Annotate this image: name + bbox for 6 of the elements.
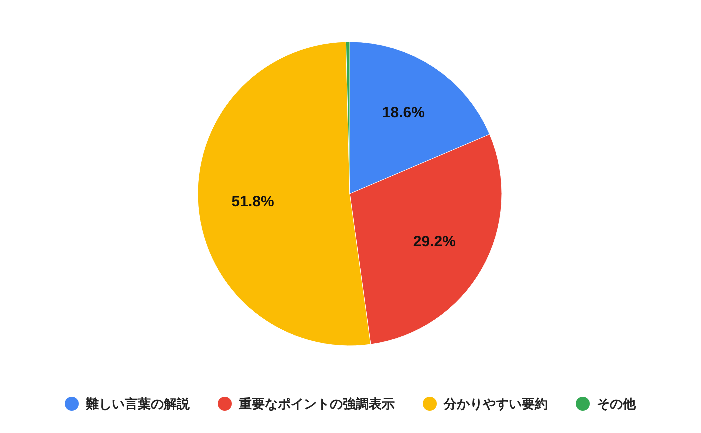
data-label: 51.8% (232, 193, 274, 210)
legend-label: 難しい言葉の解説 (85, 396, 191, 412)
legend-label: その他 (597, 396, 637, 412)
data-label: 29.2% (413, 233, 456, 250)
data-label: 18.6% (382, 104, 425, 122)
legend-label: 分かりやすい要約 (443, 396, 548, 412)
